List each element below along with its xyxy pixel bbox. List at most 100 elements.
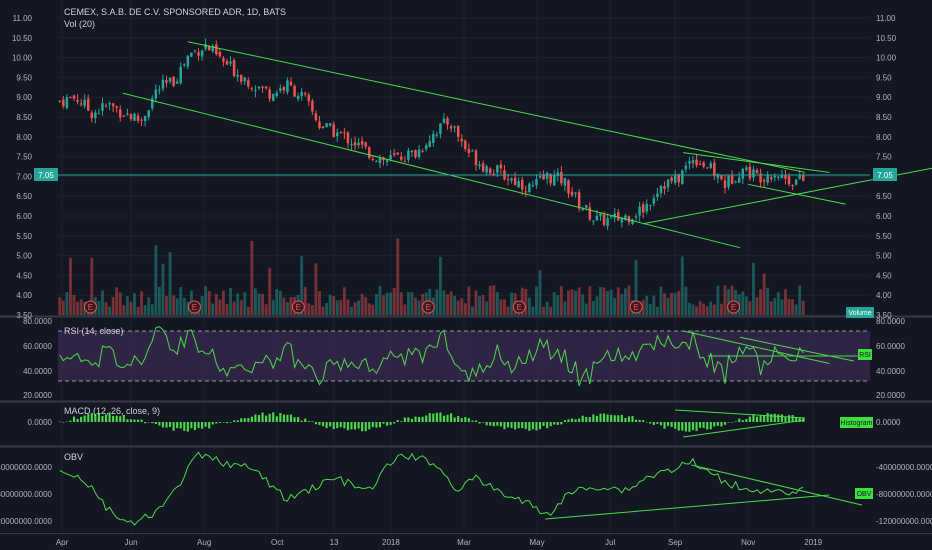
volume-bar (456, 300, 460, 315)
macd-bar (190, 422, 193, 429)
candle-body (392, 153, 396, 155)
svg-text:OBV: OBV (857, 491, 872, 498)
macd-bar (610, 414, 613, 422)
volume-bar (129, 301, 133, 315)
left-price-axis[interactable]: 11.00 10.50 10.00 9.50 9.00 8.50 8.00 7.50 7.00 6… (0, 14, 53, 526)
volume-bar (442, 290, 446, 315)
volume-bar (581, 294, 585, 315)
macd-bar (236, 420, 239, 422)
macd-bar (307, 421, 310, 422)
right-price-axis[interactable]: 11.0010.5010.009.509.008.508.007.507.006… (876, 14, 932, 526)
macd-bar (368, 422, 371, 430)
macd-bar (599, 413, 602, 422)
candle-body (161, 79, 165, 89)
candle-body (257, 86, 261, 89)
macd-bar (261, 412, 264, 422)
volume-bar (342, 287, 346, 315)
macd-bar (343, 422, 346, 429)
earnings-marker[interactable]: E (83, 300, 97, 314)
rsi-trendline[interactable] (739, 336, 854, 362)
time-axis[interactable]: Apr Jun Aug Oct 13 2018 Mar May Jul Sep Nov 2019 (56, 538, 823, 547)
volume-bar (69, 257, 72, 315)
volume-bar (471, 306, 474, 315)
volume-bar (261, 293, 264, 315)
candle-body (762, 180, 766, 182)
volume-bar (243, 292, 247, 315)
rsi-series[interactable] (59, 326, 862, 387)
candle-body (275, 92, 279, 97)
volume-bar (318, 291, 321, 315)
macd-bar (208, 422, 211, 429)
candle-body (318, 121, 321, 129)
earnings-marker[interactable]: E (512, 300, 526, 314)
candle-body (702, 162, 705, 167)
candle-body (79, 103, 83, 105)
obv-trendline[interactable] (545, 494, 830, 520)
candle-body (727, 175, 730, 188)
rsi-line[interactable] (59, 326, 804, 387)
macd-bar (795, 417, 798, 422)
macd-bar (165, 422, 168, 428)
volume-bar (168, 251, 172, 315)
volume-bar (157, 286, 161, 315)
macd-bar (492, 422, 495, 427)
volume-bar (716, 285, 720, 315)
candle-body (741, 168, 745, 179)
price-tick-label: 5.50 (16, 232, 32, 241)
trendline[interactable] (748, 183, 846, 205)
volume-bar (125, 296, 129, 315)
volume-bar (766, 287, 770, 315)
candle-body (435, 134, 439, 136)
earnings-marker[interactable]: E (421, 300, 435, 314)
macd-bar (104, 414, 108, 422)
macd-bar (332, 422, 335, 430)
candlestick-series[interactable] (58, 38, 805, 231)
earnings-marker[interactable]: E (187, 300, 201, 314)
trendline[interactable] (122, 92, 741, 249)
candle-body (609, 216, 613, 218)
macd-bar (709, 422, 712, 430)
macd-bar (755, 416, 759, 422)
macd-label: MACD (12, 26, close, 9) (64, 406, 160, 416)
volume-bar (289, 297, 293, 315)
obv-series[interactable] (59, 451, 862, 526)
candle-body (659, 186, 663, 194)
obv-trendline[interactable] (691, 464, 862, 506)
candle-body (681, 170, 684, 185)
earnings-marker[interactable]: E (727, 300, 741, 314)
candle-body (705, 167, 709, 169)
macd-histogram[interactable] (58, 409, 806, 438)
macd-bar (656, 422, 659, 424)
obv-line[interactable] (59, 451, 804, 526)
earnings-marker[interactable]: E (291, 300, 305, 314)
volume-bar (399, 292, 403, 315)
macd-bar (677, 422, 680, 431)
rsi-trendline[interactable] (683, 330, 830, 364)
volume-bar (755, 297, 759, 315)
volume-bar (175, 298, 179, 315)
macd-bar (62, 422, 65, 423)
macd-trendline[interactable] (683, 419, 806, 438)
volume-bar (268, 267, 272, 315)
svg-text:E: E (426, 303, 431, 312)
macd-trendline[interactable] (675, 409, 806, 419)
trendline[interactable] (187, 41, 806, 173)
trendlines[interactable] (122, 41, 932, 249)
candle-body (250, 88, 254, 90)
svg-text:Histogram: Histogram (841, 420, 873, 427)
volume-bar (510, 292, 513, 315)
price-tick-label: 11.00 (13, 14, 33, 23)
macd-bar (773, 413, 776, 422)
candle-body (492, 173, 496, 175)
candle-body (666, 179, 670, 188)
candle-body (346, 132, 350, 144)
obv-tick-label: -120000000.0000 (876, 517, 932, 526)
trendline[interactable] (683, 152, 830, 173)
macd-bar (58, 421, 61, 423)
earnings-marker[interactable]: E (629, 300, 643, 314)
macd-bar (403, 417, 406, 422)
volume-bar (211, 303, 215, 315)
candle-body (172, 76, 175, 86)
